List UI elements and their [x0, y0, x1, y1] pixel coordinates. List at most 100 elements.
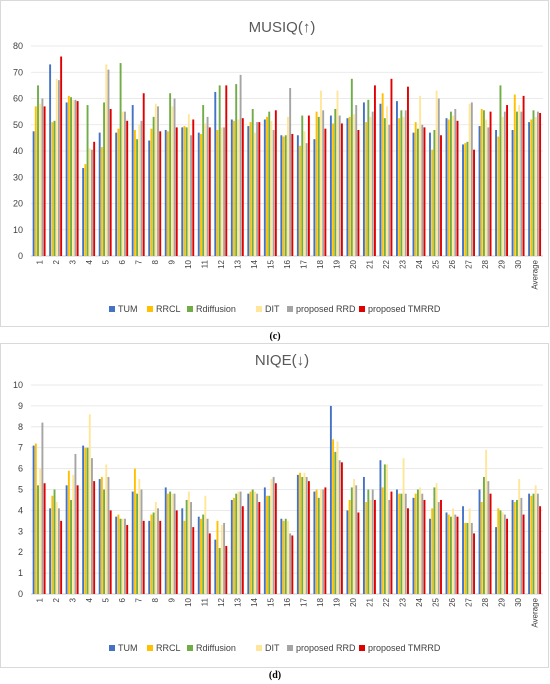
- musiq-bar: [124, 111, 126, 257]
- musiq-bar: [315, 111, 318, 257]
- musiq-bar: [353, 114, 355, 256]
- musiq-bar: [164, 130, 167, 256]
- musiq-y-tick-label: 30: [13, 172, 23, 182]
- niqe-x-tick-label: 23: [399, 597, 408, 606]
- niqe-bar: [98, 479, 101, 594]
- musiq-bar: [70, 97, 72, 256]
- musiq-x-tick-label: 10: [184, 259, 193, 268]
- musiq-bar: [270, 120, 273, 256]
- musiq-legend-swatch: [187, 306, 193, 312]
- musiq-legend-swatch: [109, 306, 115, 312]
- musiq-bar: [65, 102, 68, 256]
- musiq-bar: [237, 119, 240, 256]
- niqe-bar: [235, 493, 238, 594]
- musiq-y-tick-label: 40: [13, 146, 23, 156]
- musiq-bar: [452, 115, 455, 256]
- niqe-bar: [423, 499, 426, 594]
- niqe-bar: [105, 464, 108, 594]
- niqe-bar: [197, 516, 200, 594]
- niqe-bar: [115, 516, 118, 594]
- niqe-bar: [76, 485, 79, 594]
- musiq-legend-item: RRCL: [147, 304, 181, 314]
- musiq-legend-label: DIT: [265, 304, 280, 314]
- musiq-bar: [518, 105, 521, 256]
- niqe-legend-swatch: [147, 645, 153, 651]
- musiq-x-tick-label: 7: [134, 259, 143, 264]
- niqe-bar: [468, 508, 471, 594]
- niqe-bar: [190, 502, 193, 594]
- niqe-bar: [88, 414, 91, 594]
- musiq-legend-label: proposed TMRRD: [368, 304, 441, 314]
- musiq-bar: [329, 115, 332, 256]
- niqe-legend: TUM RRCL Rdiffusion DIT proposed RRD proposed…: [109, 643, 441, 653]
- niqe-legend-swatch: [287, 645, 293, 651]
- musiq-bar: [338, 115, 341, 256]
- musiq-bar: [284, 135, 287, 256]
- musiq-legend-label: proposed RRD: [296, 304, 356, 314]
- niqe-bar: [421, 493, 424, 594]
- niqe-bar: [301, 476, 304, 594]
- niqe-bar: [466, 522, 469, 594]
- niqe-bar: [499, 510, 502, 594]
- niqe-bar: [516, 499, 518, 594]
- niqe-legend-swatch: [359, 645, 365, 651]
- niqe-bar: [388, 499, 391, 594]
- niqe-legend-swatch: [187, 645, 193, 651]
- niqe-bar: [133, 468, 136, 594]
- niqe-bar: [353, 479, 355, 594]
- musiq-bar: [171, 106, 174, 257]
- musiq-bar: [396, 101, 398, 257]
- niqe-bar: [109, 510, 112, 594]
- niqe-legend-item: DIT: [256, 643, 280, 653]
- niqe-y-tick-label: 9: [18, 401, 23, 411]
- niqe-bar: [287, 520, 289, 594]
- niqe-bar: [452, 508, 455, 594]
- musiq-bar: [272, 130, 275, 256]
- musiq-caption: (c): [269, 331, 280, 342]
- niqe-legend-label: TUM: [118, 643, 138, 653]
- niqe-bar: [473, 533, 475, 594]
- musiq-bar: [317, 116, 320, 257]
- musiq-bar: [437, 98, 440, 256]
- musiq-bar: [115, 132, 118, 257]
- musiq-bar: [263, 119, 266, 256]
- musiq-bar: [214, 91, 217, 256]
- niqe-bar: [371, 489, 374, 594]
- musiq-bar: [93, 141, 96, 256]
- niqe-bar: [487, 481, 490, 594]
- musiq-bar: [175, 127, 178, 257]
- niqe-bar: [103, 489, 106, 594]
- niqe-bar: [480, 502, 483, 594]
- niqe-bar: [166, 493, 169, 594]
- niqe-bar: [117, 514, 120, 594]
- musiq-bar: [239, 74, 242, 257]
- musiq-bar: [148, 140, 151, 256]
- musiq-bar: [76, 101, 79, 257]
- niqe-bar: [253, 491, 256, 594]
- niqe-bar: [386, 464, 388, 594]
- musiq-bar: [497, 136, 500, 256]
- musiq-x-tick-label: 28: [481, 259, 490, 268]
- musiq-bar: [121, 111, 124, 257]
- musiq-legend: TUM RRCL Rdiffusion DIT proposed RRD proposed…: [109, 304, 441, 314]
- niqe-x-tick-label: 6: [118, 597, 127, 602]
- niqe-bar: [150, 514, 153, 594]
- niqe-bar: [299, 472, 302, 594]
- musiq-bar: [192, 119, 195, 256]
- musiq-bar: [501, 116, 504, 257]
- niqe-bar: [70, 499, 72, 594]
- musiq-bar: [400, 110, 403, 256]
- niqe-x-tick-label: 19: [333, 597, 342, 606]
- musiq-x-tick-label: 30: [514, 259, 523, 268]
- musiq-bar: [485, 119, 488, 256]
- musiq-bar: [440, 135, 442, 256]
- niqe-x-tick-label: 21: [366, 597, 375, 606]
- musiq-bar: [346, 118, 349, 256]
- musiq-bar: [291, 133, 294, 256]
- musiq-bar: [412, 132, 415, 257]
- musiq-bar: [520, 111, 523, 257]
- musiq-legend-swatch: [256, 306, 262, 312]
- niqe-bar: [65, 485, 68, 594]
